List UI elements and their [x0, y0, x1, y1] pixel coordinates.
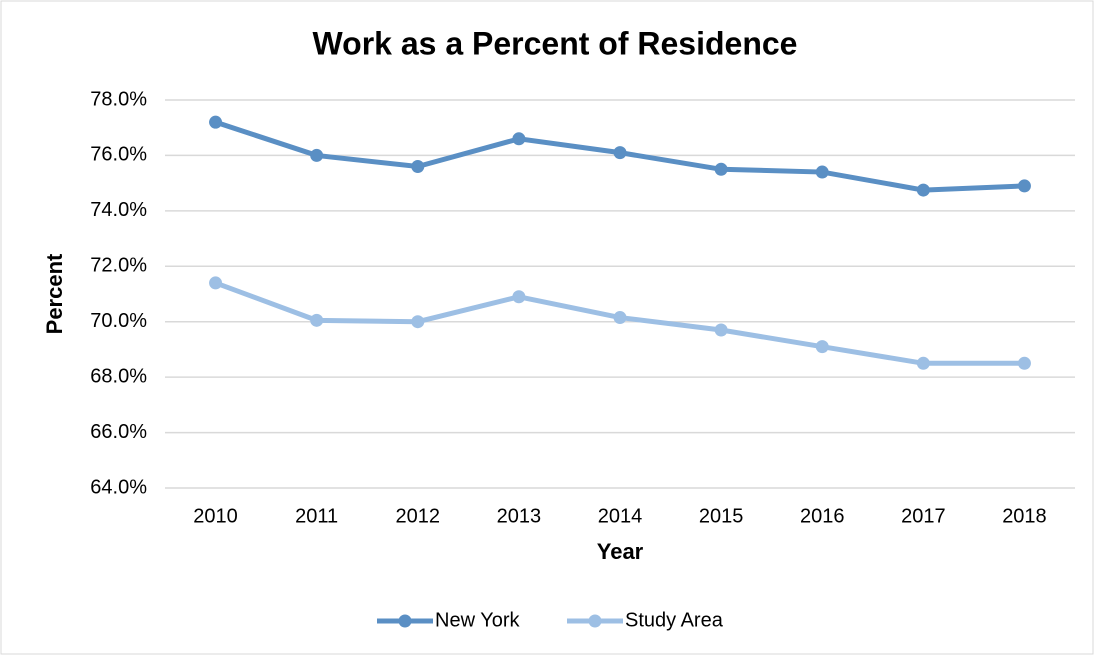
y-axis-label: Percent — [42, 253, 67, 334]
point — [209, 115, 223, 129]
point — [310, 148, 324, 162]
x-tick-label: 2016 — [800, 505, 845, 527]
legend-label: New York — [435, 609, 520, 631]
point — [310, 313, 324, 327]
x-tick-label: 2017 — [901, 505, 946, 527]
legend-marker — [588, 614, 602, 628]
y-tick-label: 70.0% — [90, 310, 147, 332]
x-tick-label: 2014 — [598, 505, 643, 527]
point — [714, 323, 728, 337]
y-tick-label: 76.0% — [90, 144, 147, 166]
point — [613, 311, 627, 325]
x-tick-label: 2015 — [699, 505, 744, 527]
x-tick-label: 2018 — [1002, 505, 1047, 527]
x-tick-label: 2011 — [295, 505, 338, 527]
legend-marker — [398, 614, 412, 628]
y-tick-label: 72.0% — [90, 255, 147, 277]
point — [1017, 356, 1031, 370]
y-tick-label: 74.0% — [90, 199, 147, 221]
y-tick-label: 64.0% — [90, 476, 147, 498]
legend-label: Study Area — [625, 609, 724, 631]
point — [916, 183, 930, 197]
point — [512, 290, 526, 304]
x-tick-label: 2013 — [497, 505, 542, 527]
point — [411, 160, 425, 174]
point — [1017, 179, 1031, 193]
x-axis-label: Year — [597, 539, 644, 564]
point — [714, 162, 728, 176]
point — [411, 315, 425, 329]
x-tick-label: 2010 — [193, 505, 238, 527]
x-tick-label: 2012 — [396, 505, 441, 527]
chart-title: Work as a Percent of Residence — [313, 25, 798, 61]
point — [916, 356, 930, 370]
point — [815, 165, 829, 179]
y-tick-label: 66.0% — [90, 421, 147, 443]
point — [209, 276, 223, 290]
point — [613, 146, 627, 160]
point — [512, 132, 526, 146]
y-tick-label: 78.0% — [90, 88, 147, 110]
y-tick-label: 68.0% — [90, 365, 147, 387]
point — [815, 340, 829, 354]
